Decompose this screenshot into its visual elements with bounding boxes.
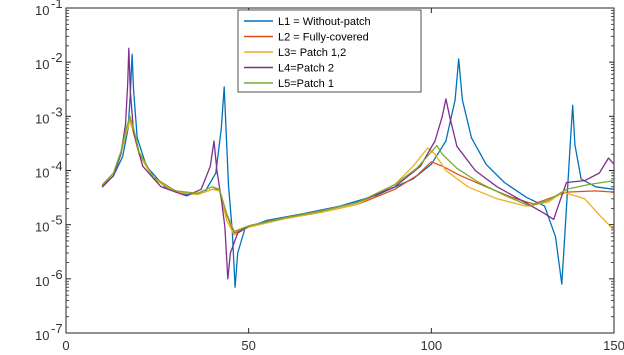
y-tick-label: 10 -5 [35,213,63,235]
legend-label-L4: L4=Patch 2 [278,63,334,75]
y-tick-base: 10 [35,274,49,289]
y-tick-exponent: -2 [51,50,63,65]
y-tick-label: 10 -2 [35,50,63,72]
y-tick-label: 10 -7 [35,321,63,343]
x-tick-label: 100 [420,338,442,353]
legend-label-L5: L5=Patch 1 [278,78,334,90]
y-tick-base: 10 [35,3,49,18]
y-tick-exponent: -5 [51,213,63,228]
y-tick-exponent: -3 [51,104,63,119]
x-tick-label: 50 [241,338,255,353]
y-tick-exponent: -7 [51,321,63,336]
y-tick-label: 10 -1 [35,0,63,18]
legend-box [237,9,422,93]
y-tick-label: 10 -3 [35,104,63,126]
x-tick-label: 0 [62,338,69,353]
y-tick-base: 10 [35,166,49,181]
y-tick-exponent: -4 [51,159,63,174]
series-group [101,47,614,288]
y-tick-exponent: -6 [51,267,63,282]
y-tick-label: 10 -6 [35,267,63,289]
x-tick-label: 150 [603,338,624,353]
y-tick-base: 10 [35,57,49,72]
y-tick-base: 10 [35,220,49,235]
legend-label-L3: L3= Patch 1,2 [278,47,346,59]
y-tick-exponent: -1 [51,0,63,11]
legend: L1 = Without-patch L2 = Fully-covered L3= … [237,9,422,93]
y-tick-base: 10 [35,111,49,126]
legend-label-L1: L1 = Without-patch [278,16,371,28]
series-line-L5 [101,115,614,233]
legend-label-L2: L2 = Fully-covered [278,32,369,44]
y-tick-base: 10 [35,328,49,343]
y-tick-label: 10 -4 [35,159,63,181]
series-layer [101,47,614,288]
